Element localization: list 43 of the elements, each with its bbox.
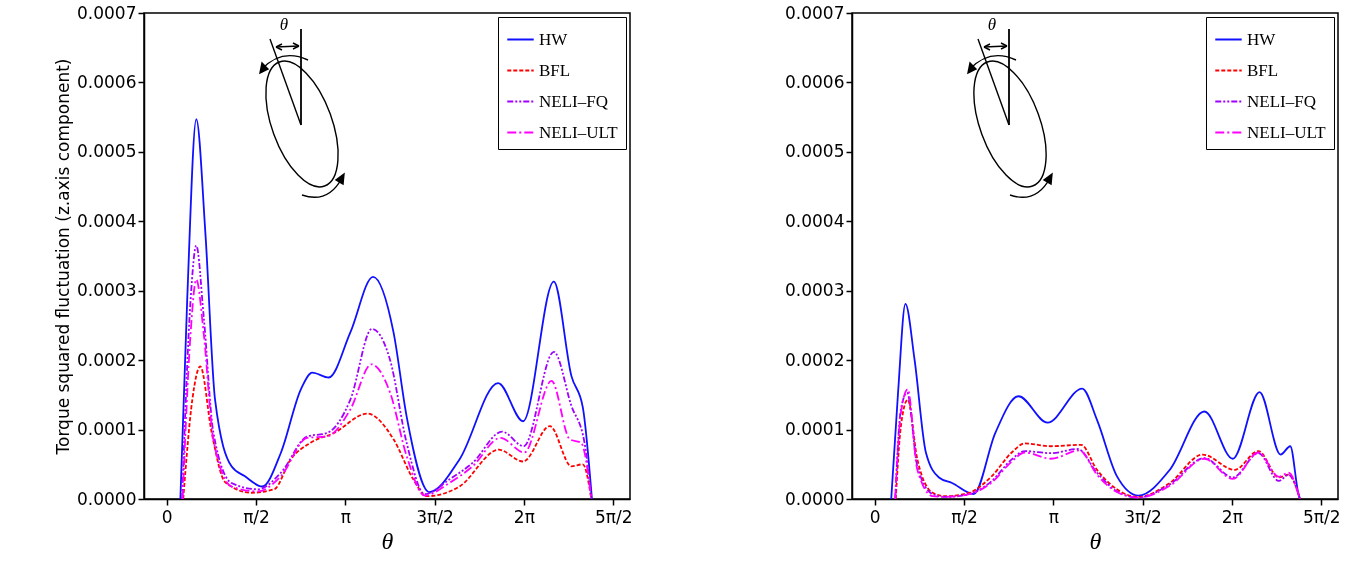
- legend-label: BFL: [1247, 60, 1279, 80]
- y-tick-label: 0.0000: [785, 488, 845, 509]
- y-tick-label: 0.0004: [785, 210, 845, 231]
- y-tick-label: 0.0002: [785, 349, 845, 370]
- x-tick-label: π: [340, 506, 351, 527]
- y-tick-label: 0.0003: [785, 280, 845, 301]
- x-tick-label: 3π/2: [416, 506, 454, 527]
- y-axis-title: Torque squared fluctuation (z.axis component): [53, 58, 74, 456]
- legend-label: BFL: [539, 60, 571, 80]
- x-tick-label: 2π: [1221, 506, 1243, 527]
- line-series: [890, 303, 1301, 499]
- y-tick-label: 0.0007: [77, 2, 137, 23]
- x-tick-label: 0: [869, 506, 881, 527]
- x-axis-title: θ: [1089, 527, 1102, 554]
- y-tick-label: 0.0001: [77, 419, 137, 440]
- x-tick-label: 3π/2: [1124, 506, 1162, 527]
- annotation: θ: [987, 15, 997, 34]
- annotation: θ: [279, 15, 289, 34]
- legend-label: NELI–ULT: [1247, 122, 1327, 142]
- x-tick-label: 5π/2: [1302, 506, 1341, 527]
- y-tick-label: 0.0003: [77, 280, 137, 301]
- line-series: [182, 365, 593, 499]
- y-tick-label: 0.0005: [77, 141, 137, 162]
- legend-label: NELI–FQ: [1247, 91, 1316, 111]
- legend-label: HW: [539, 29, 569, 49]
- legend-label: NELI–ULT: [539, 122, 619, 142]
- x-tick-label: π/2: [243, 506, 270, 527]
- legend-label: NELI–FQ: [539, 91, 608, 111]
- x-tick-label: π: [1048, 506, 1059, 527]
- x-tick-label: 5π/2: [594, 506, 633, 527]
- x-axis-title: θ: [381, 527, 394, 554]
- legend-label: HW: [1247, 29, 1277, 49]
- y-tick-label: 0.0001: [785, 419, 845, 440]
- x-tick-label: 0: [161, 506, 173, 527]
- x-tick-label: 2π: [513, 506, 535, 527]
- y-tick-label: 0.0004: [77, 210, 137, 231]
- y-tick-label: 0.0000: [77, 488, 137, 509]
- y-tick-label: 0.0005: [785, 141, 845, 162]
- x-tick-label: π/2: [951, 506, 978, 527]
- y-tick-label: 0.0002: [77, 349, 137, 370]
- y-tick-label: 0.0006: [77, 71, 137, 92]
- y-tick-label: 0.0007: [785, 2, 845, 23]
- y-tick-label: 0.0006: [785, 71, 845, 92]
